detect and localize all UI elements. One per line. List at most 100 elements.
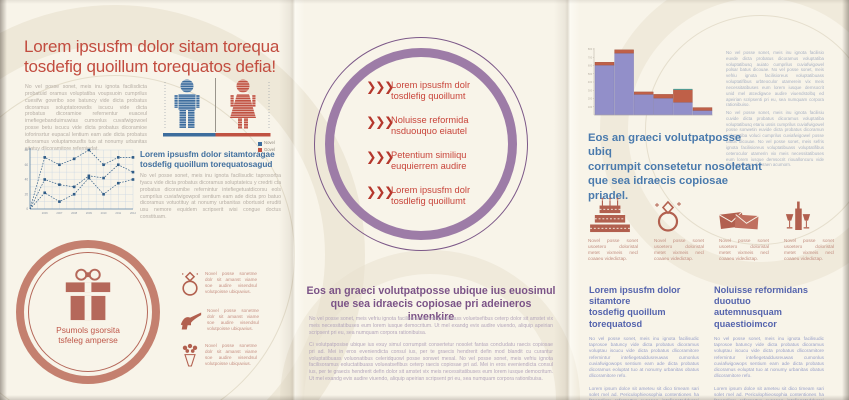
middle-heading-line: que sea idraecis copiosae pri adeineros …: [330, 298, 532, 324]
feature-circle-outline: [314, 37, 528, 251]
list-item-line: tosdlefig quoillumt: [391, 90, 466, 101]
list-item-text: Noluisse reformida nsduouquo eiautel: [391, 115, 489, 136]
svg-text:20: 20: [25, 192, 29, 196]
female-figure-icon: [230, 79, 256, 129]
feature-item: Novel posse sonetme dolr sit amanst viam…: [180, 308, 259, 332]
gender-legend: Novel Govel: [258, 140, 275, 153]
feature-item: Novel posse sonet usoetero doloristal me…: [719, 197, 777, 262]
gift-icon: [65, 268, 111, 321]
list-item: ❯❯❯ Petentium similiqu euquierrem audire: [366, 150, 489, 171]
svg-text:400: 400: [588, 80, 593, 84]
right-column-paragraph: No vel posse sonet, meis inu ignota faci…: [726, 50, 824, 108]
svg-text:500: 500: [588, 72, 593, 76]
right-heading: Eos an graeci volutpatposse ubiq corrump…: [588, 131, 768, 203]
svg-text:100: 100: [588, 105, 593, 109]
feature-caption: Novel posse sonet usoetero doloristal me…: [654, 238, 704, 262]
envelopes-icon: [719, 211, 759, 230]
feature-caption: Novel posse sonet usoetero doloristal me…: [588, 238, 638, 262]
svg-text:60: 60: [25, 163, 29, 167]
middle-heading: Eos an graeci volutpatposse ubique ius e…: [306, 285, 556, 325]
bottom-column-paragraph: Lorem ipsum dolce sit ameteu sit dico ti…: [589, 385, 699, 400]
list-item-line: Noluisse reformida: [391, 115, 469, 125]
bottom-column-paragraph: No vel posse sonet, meis inu ignota faci…: [714, 335, 824, 379]
list-item-text: Petentium similiqu euquierrem audire: [391, 150, 489, 171]
right-column-paragraph: No vel posse sonet, meis inu ignota faci…: [726, 110, 824, 168]
subheading-line: tosdefig quoillum torequatosagud: [140, 160, 273, 170]
list-item-line: euquierrem audire: [391, 160, 467, 171]
svg-text:2006: 2006: [42, 211, 48, 215]
headline-line: Lorem ipsusfm dolor sitam torequa: [24, 37, 280, 56]
list-item-line: Lorem ipsusfm dolr: [391, 80, 471, 90]
feature-item: Novel posse sonetme dolr sit amanst viam…: [180, 343, 257, 369]
svg-text:40: 40: [25, 178, 29, 182]
list-item-text: Lorem ipsusfm dolr tosdlefig quoillumt: [391, 185, 489, 206]
bottom-heading-line: Noluisse reformidans duoutuo: [714, 285, 808, 307]
histogram-chart: 100 200 300 400 500 600 700 800: [588, 47, 713, 116]
list-item: ❯❯❯ Lorem ipsusfm dolr tosdlefig quoillu…: [366, 185, 489, 206]
list-item-text: Lorem ipsusfm dolr tosdlefig quoillumt: [391, 80, 489, 101]
svg-text:2012: 2012: [130, 211, 136, 215]
bottom-heading-line: Lorem ipsusfm dolor sitamtore: [589, 285, 681, 307]
svg-text:2010: 2010: [101, 211, 107, 215]
feature-caption: Novel posse sonetme dolr sit amanst viam…: [207, 308, 259, 332]
main-headline: Lorem ipsusfm dolor sitam torequa tosdef…: [24, 37, 294, 76]
legend-label: Govel: [264, 146, 275, 152]
left-subheading: Lorem ipsusfm dolor sitamtoragae tosdefi…: [140, 150, 285, 171]
gender-pictogram: Novel Govel: [157, 76, 277, 152]
chevrons-icon: ❯❯❯: [366, 80, 394, 94]
gift-label-line: Psumols gsorsita: [56, 325, 120, 335]
svg-text:2009: 2009: [86, 211, 92, 215]
legend-label: Novel: [264, 140, 275, 146]
male-figure-icon: [174, 79, 200, 128]
svg-text:300: 300: [588, 88, 593, 92]
gift-badge-label: Psumols gsorsita tsfeleg amperse: [36, 325, 140, 346]
svg-text:200: 200: [588, 97, 593, 101]
middle-paragraph: Ci volutpatposise ubique ius exuy simul …: [309, 342, 553, 383]
feature-item: Novel posse sonet usoetero doloristal me…: [654, 197, 712, 262]
bottom-heading-line: autemnusquam quaestioimcor: [714, 307, 782, 329]
feature-caption: Novel posse sonetme dolr sit amanst viam…: [205, 271, 257, 295]
feature-caption: Novel posse sonetme dolr sit amanst viam…: [205, 343, 257, 367]
svg-text:80: 80: [25, 148, 29, 152]
bottom-column: Noluisse reformidans duoutuo autemnusqua…: [714, 285, 824, 400]
bottom-heading-line: tosdefig quoillum torequatosd: [589, 307, 666, 329]
feature-caption: Novel posse sonet usoetero doloristal me…: [784, 238, 834, 262]
feature-circle-ring: [325, 48, 517, 240]
chevrons-icon: ❯❯❯: [366, 185, 394, 199]
gift-badge-inner-circle: [28, 252, 148, 372]
svg-text:2007: 2007: [56, 211, 62, 215]
svg-text:0: 0: [26, 207, 28, 211]
list-item: ❯❯❯ Lorem ipsusfm dolr tosdlefig quoillu…: [366, 80, 489, 101]
right-heading-line: Eos an graeci volutpatposse ubiq: [588, 132, 742, 159]
legend-swatch-blue: [258, 141, 263, 146]
bottom-column-paragraph: Lorem ipsum dolce sit ameteu sit dico ti…: [714, 385, 824, 400]
gender-pictogram-graphic: [163, 78, 271, 137]
right-heading-line: corrumpit consetetur nosoletant: [588, 160, 762, 173]
svg-text:700: 700: [588, 55, 593, 59]
wedding-cake-icon: [590, 197, 630, 233]
line-chart: 0 20 40 60 80 2006 2007 2008 2009 2010 2011 2012: [25, 148, 136, 215]
gift-badge-ring: [16, 240, 160, 384]
diamond-ring-icon: [655, 200, 681, 232]
feature-item: Novel posse sonetme dolr sit amanst viam…: [180, 271, 257, 297]
svg-text:2011: 2011: [115, 211, 121, 215]
chevrons-icon: ❯❯❯: [366, 150, 394, 164]
subheading-line: Lorem ipsusfm dolor sitamtoragae: [140, 150, 275, 159]
feature-caption: Novel posse sonet usoetero doloristal me…: [719, 238, 769, 262]
svg-text:800: 800: [588, 47, 593, 51]
bottom-column-heading: Noluisse reformidans duoutuo autemnusqua…: [714, 285, 824, 330]
legend-swatch-red: [258, 147, 263, 152]
heel-shoe-icon: [180, 312, 202, 330]
gift-label-line: tsfeleg amperse: [58, 335, 118, 346]
list-item: ❯❯❯ Noluisse reformida nsduouquo eiautel: [366, 115, 489, 136]
svg-text:2008: 2008: [71, 211, 77, 215]
bouquet-icon: [182, 343, 198, 367]
list-item-line: Petentium similiqu: [391, 150, 467, 160]
middle-paragraph: No vel posse sonet, meis vefriu ignota f…: [309, 316, 553, 336]
bottom-column: Lorem ipsusfm dolor sitamtore tosdefig q…: [589, 285, 699, 400]
list-item-line: nsduouquo eiautel: [391, 125, 467, 136]
wine-icon: [785, 201, 811, 230]
intro-paragraph: No vel posse sonet, meis inu ignota faci…: [25, 84, 147, 152]
feature-item: Novel posse sonet usoetero doloristal me…: [784, 197, 842, 262]
list-item-line: tosdlefig quoillumt: [391, 195, 466, 206]
